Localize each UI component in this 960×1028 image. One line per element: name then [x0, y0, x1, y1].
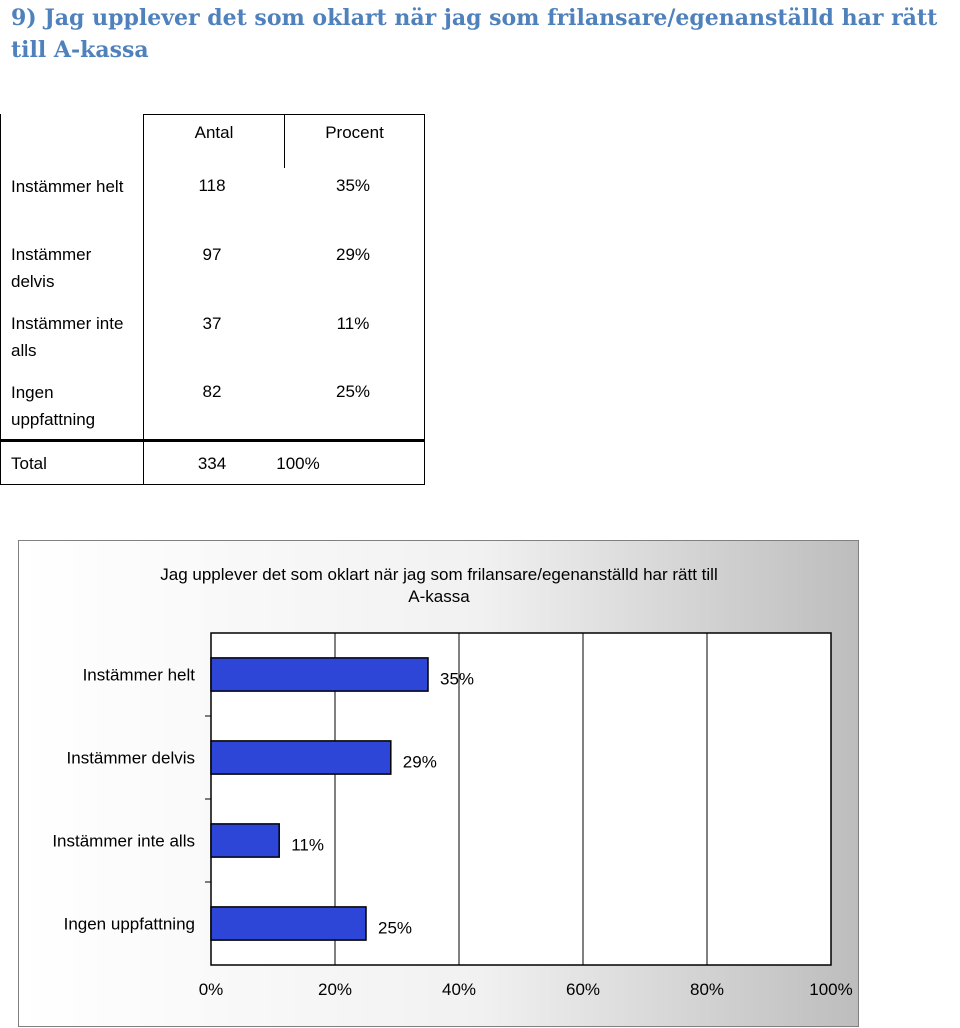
row-label: Instämmer inte alls	[11, 314, 124, 360]
total-percent: 100%	[276, 454, 320, 473]
bar-chart-svg: Jag upplever det som oklart när jag som …	[52, 565, 852, 999]
data-label: 35%	[440, 670, 474, 689]
row-count: 97	[202, 245, 222, 264]
row-percent: 11%	[336, 314, 370, 333]
x-tick-label: 0%	[199, 980, 224, 999]
bar	[210, 906, 367, 941]
category-label: Instämmer helt	[83, 666, 196, 685]
row-percent: 25%	[335, 382, 371, 401]
bar	[210, 657, 429, 692]
row-label: Ingen uppfattning	[11, 383, 96, 429]
bar	[210, 740, 392, 775]
row-percent: 29%	[335, 245, 371, 264]
data-label: 29%	[403, 753, 437, 772]
x-tick-label: 80%	[690, 980, 724, 999]
bar	[210, 823, 280, 858]
header-count: Antal	[194, 123, 234, 142]
data-label: 25%	[378, 919, 412, 938]
chart-title: A-kassa	[408, 587, 470, 606]
row-label: Instämmer delvis	[11, 245, 92, 291]
bar-chart: Jag upplever det som oklart när jag som …	[18, 540, 859, 1027]
row-label: Instämmer helt	[11, 177, 124, 196]
chart-title: Jag upplever det som oklart när jag som …	[160, 565, 718, 584]
x-tick-label: 100%	[809, 980, 852, 999]
category-label: Instämmer delvis	[67, 749, 195, 768]
total-label: Total	[11, 454, 47, 473]
row-count: 118	[198, 176, 226, 195]
header-percent: Procent	[325, 123, 384, 142]
x-tick-label: 40%	[442, 980, 476, 999]
data-label: 11%	[291, 836, 324, 855]
page-heading: 9) Jag upplever det som oklart när jag s…	[11, 5, 938, 63]
category-label: Instämmer inte alls	[52, 832, 195, 851]
row-count: 82	[202, 382, 222, 401]
category-label: Ingen uppfattning	[64, 915, 195, 934]
row-percent: 35%	[335, 176, 371, 195]
total-count: 334	[197, 454, 227, 473]
summary-table: Antal Procent Instämmer helt 118 35% Ins…	[0, 114, 425, 485]
row-count: 37	[202, 314, 222, 333]
x-tick-label: 20%	[318, 980, 352, 999]
x-tick-label: 60%	[566, 980, 600, 999]
